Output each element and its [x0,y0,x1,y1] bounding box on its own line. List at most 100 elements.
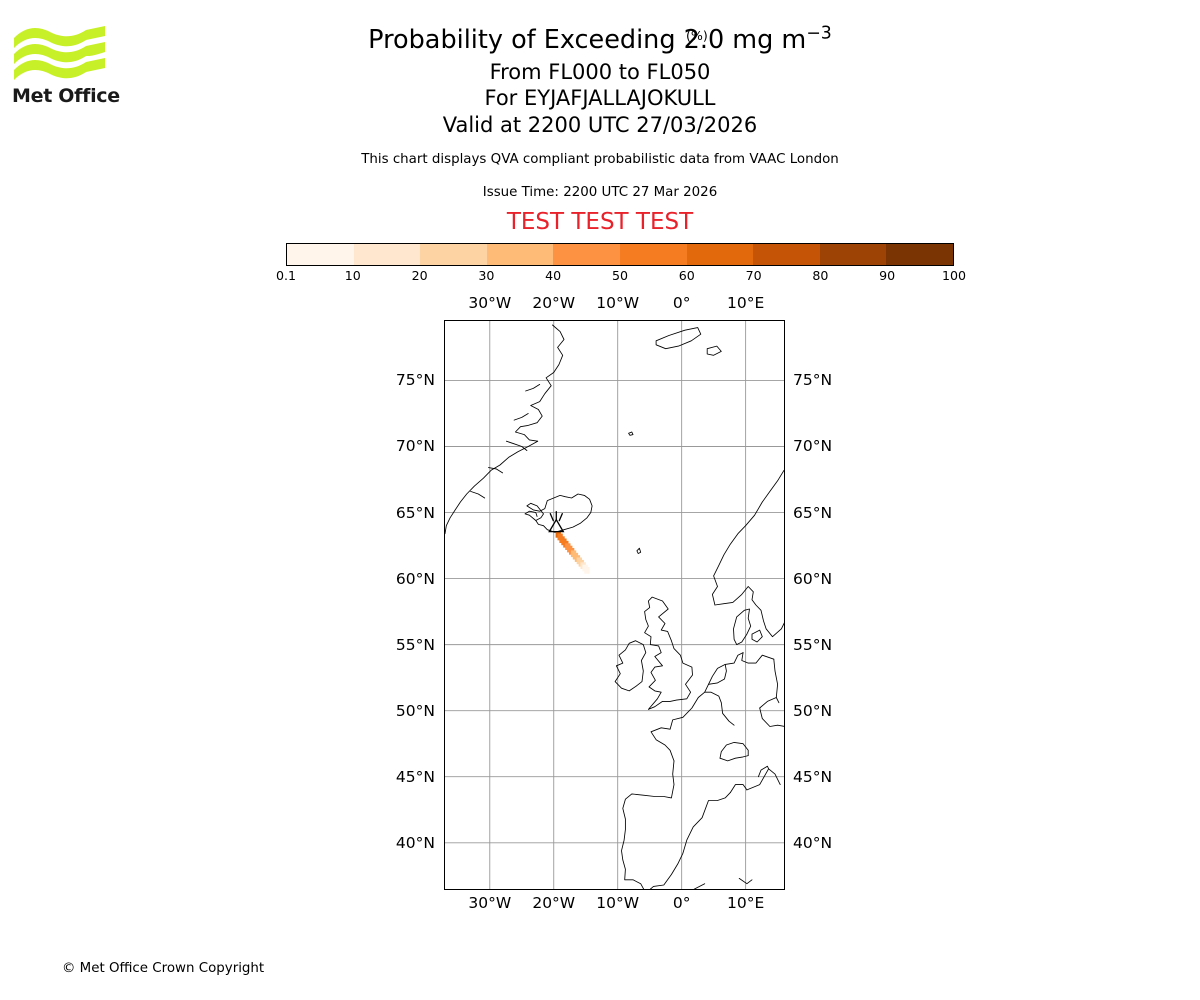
chart-title-text: Probability of Exceeding 2.0 mg m [368,25,807,55]
colorbar-band-6 [686,244,754,265]
map-plot-area [444,320,785,890]
lat-label-left-50°N: 50°N [395,701,435,720]
coastline-19 [650,652,744,762]
chart-subtitle: From FL000 to FL050 For EYJAFJALLAJOKULL… [0,59,1200,139]
test-banner: TEST TEST TEST [506,209,694,236]
colorbar-tick-80: 80 [812,268,829,283]
coastline-22 [719,755,749,762]
colorbar: 0.1 10 20 30 40 50 60 70 80 90 100 [276,243,966,288]
lon-label-bottom-10°W: 10°W [596,894,640,912]
coastline-5 [513,413,529,421]
map-canvas [445,321,784,889]
lon-label-bottom-30°W: 30°W [468,894,512,912]
lat-label-left-45°N: 45°N [395,767,435,786]
coastline-3 [488,467,504,474]
chart-title-exponent: −3 [806,23,832,44]
colorbar-unit-label: (%) [686,28,708,43]
coastline-6 [525,383,541,392]
lat-label-left-65°N: 65°N [395,503,435,522]
colorbar-tick-70: 70 [745,268,762,283]
lat-label-right-60°N: 60°N [793,569,833,588]
coastline-28 [759,697,777,709]
coastline-0 [514,324,565,442]
colorbar-band-7 [753,244,820,265]
coastline-33 [738,877,753,885]
colorbar-tick-20: 20 [411,268,428,283]
colorbar-tick-50: 50 [611,268,629,283]
coastline-29 [759,707,784,727]
met-office-logo-text: Met Office [12,85,120,107]
colorbar-tick-90: 90 [879,268,896,283]
coastline-24 [704,691,735,726]
coastline-21 [729,784,748,794]
lat-label-left-70°N: 70°N [395,437,435,456]
colorbar-band-3 [486,244,554,265]
coastline-26 [741,652,775,664]
colorbar-strip [286,243,954,266]
coastline-7 [655,327,702,350]
colorbar-tick-10: 10 [344,268,361,283]
lat-label-right-55°N: 55°N [793,635,833,654]
coastline-25 [708,663,727,685]
volcano-marker-icon [548,510,565,533]
coastline-4 [470,490,486,499]
lon-label-bottom-20°W: 20°W [532,894,576,912]
colorbar-tick-60: 60 [678,268,695,283]
coastline-30 [746,765,770,791]
valid-time-line: Valid at 2200 UTC 27/03/2026 [442,112,758,137]
coastline-1 [445,440,539,535]
colorbar-band-8 [819,244,887,265]
colorbar-tick-30: 30 [478,268,495,283]
coastline-31 [768,768,781,786]
colorbar-band-9 [886,244,953,265]
coastline-14 [714,586,784,638]
coastline-8 [706,345,722,356]
plume-cell-15 [584,567,590,574]
lon-label-top-10°E: 10°E [726,294,765,312]
flight-level-line: From FL000 to FL050 [489,59,711,84]
lat-label-left-55°N: 55°N [395,635,435,654]
lat-label-right-70°N: 70°N [793,437,833,456]
coastline-12 [636,547,642,554]
coastline-15 [733,608,752,646]
lon-label-bottom-10°E: 10°E [726,894,765,912]
coastline-2 [505,440,528,451]
colorbar-band-1 [353,244,421,265]
coastline-23 [719,741,749,759]
coastline-9 [628,431,634,436]
issue-time: Issue Time: 2200 UTC 27 Mar 2026 [482,185,718,201]
lat-label-left-75°N: 75°N [395,371,435,390]
lat-label-right-45°N: 45°N [793,767,833,786]
colorbar-tick-0.1: 0.1 [275,268,297,283]
colorbar-band-0 [287,244,354,265]
coastline-17 [644,596,693,710]
coastline-13 [711,469,784,606]
coastline-18 [614,640,647,692]
colorbar-tick-40: 40 [545,268,562,283]
colorbar-band-2 [420,244,487,265]
lon-label-top-20°W: 20°W [532,294,576,312]
coastline-16 [751,629,763,643]
lat-label-left-60°N: 60°N [395,569,435,588]
colorbar-band-4 [553,244,620,265]
lon-label-top-0°: 0° [672,294,691,312]
coastline-20 [621,760,731,889]
lon-label-top-30°W: 30°W [468,294,512,312]
colorbar-ticks: 0.1 10 20 30 40 50 60 70 80 90 100 [276,268,966,288]
coastline-11 [524,510,538,521]
colorbar-band-5 [619,244,687,265]
copyright-footer: © Met Office Crown Copyright [62,961,265,976]
met-office-waves-icon [14,26,105,80]
chart-title: Probability of Exceeding 2.0 mg m−3 [0,23,1200,55]
coastline-27 [773,658,780,704]
lat-label-right-50°N: 50°N [793,701,833,720]
lat-label-right-65°N: 65°N [793,503,833,522]
lon-label-top-10°W: 10°W [596,294,640,312]
coastline-10 [526,493,593,533]
chart-header: Probability of Exceeding 2.0 mg m−3 From… [0,0,1200,235]
lat-label-right-40°N: 40°N [793,833,833,852]
lon-label-bottom-0°: 0° [672,894,691,912]
lat-label-right-75°N: 75°N [793,371,833,390]
volcano-name-line: For EYJAFJALLAJOKULL [484,86,716,111]
met-office-logo: Met Office [12,22,122,107]
